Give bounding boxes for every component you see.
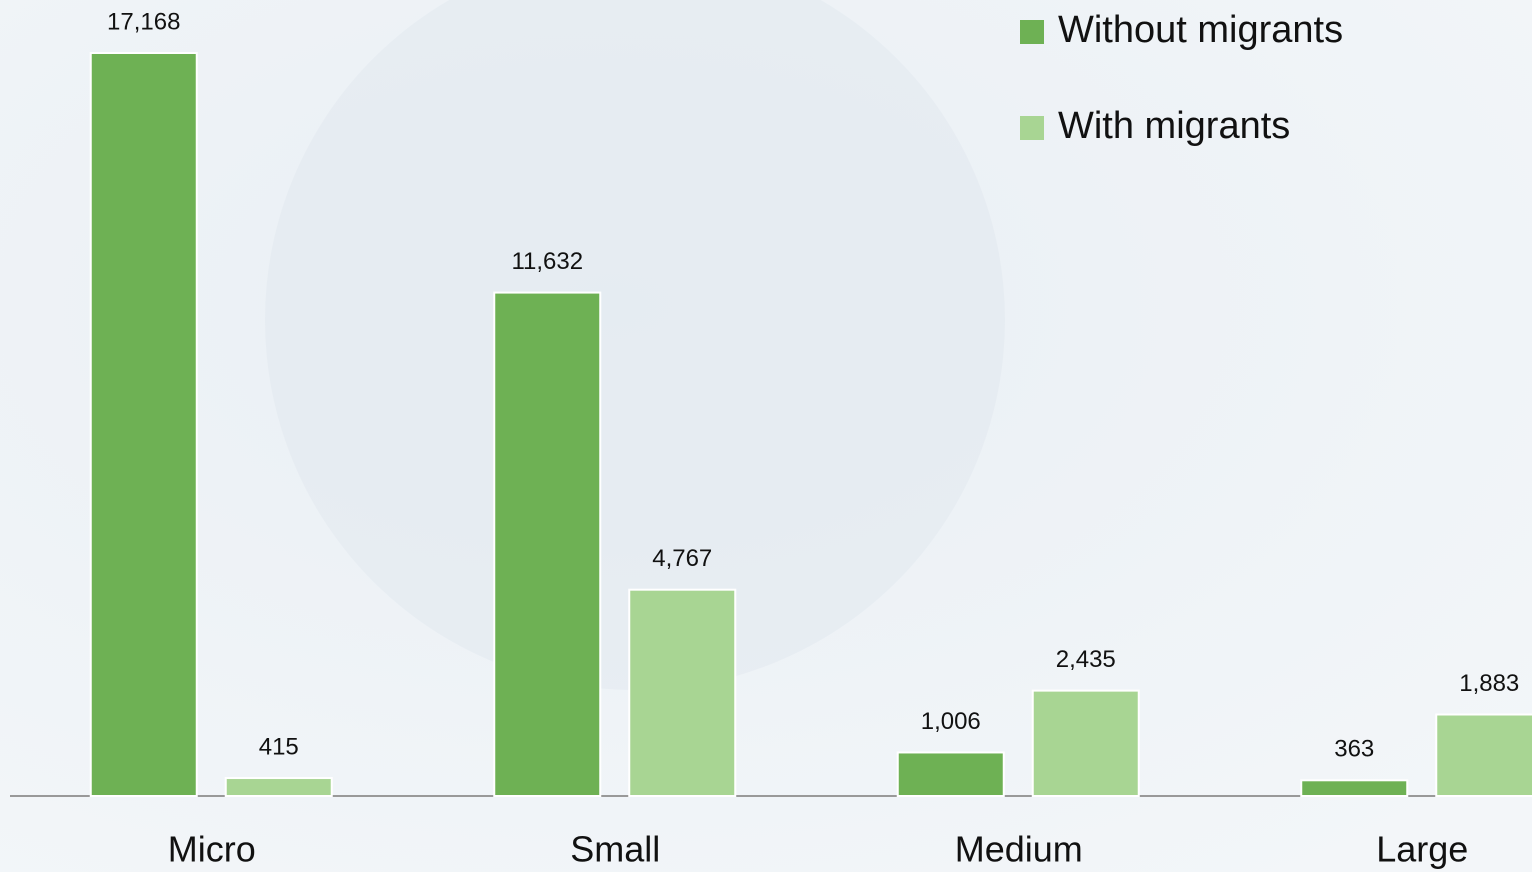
bar bbox=[1300, 779, 1409, 798]
value-label: 1,883 bbox=[1459, 670, 1519, 697]
bar bbox=[1031, 689, 1140, 798]
bar bbox=[89, 52, 198, 797]
value-label: 415 bbox=[259, 733, 299, 760]
globe-decoration bbox=[265, 0, 1005, 690]
legend-swatch bbox=[1020, 20, 1044, 44]
value-label: 363 bbox=[1334, 736, 1374, 763]
value-label: 4,767 bbox=[652, 545, 712, 572]
bar bbox=[224, 777, 333, 797]
legend-swatch bbox=[1020, 116, 1044, 140]
x-tick-label: Large bbox=[1376, 829, 1468, 870]
legend-label: Without migrants bbox=[1058, 9, 1343, 51]
bar bbox=[628, 588, 737, 798]
bar bbox=[1435, 713, 1532, 797]
value-label: 11,632 bbox=[511, 248, 583, 275]
bar bbox=[896, 751, 1005, 798]
value-label: 2,435 bbox=[1056, 646, 1116, 673]
x-tick-label: Small bbox=[570, 829, 660, 870]
value-label: 1,006 bbox=[921, 708, 981, 735]
value-label: 17,168 bbox=[107, 8, 180, 35]
legend-label: With migrants bbox=[1058, 105, 1290, 147]
bar bbox=[493, 291, 602, 797]
x-tick-label: Medium bbox=[955, 829, 1083, 870]
x-tick-label: Micro bbox=[168, 829, 256, 870]
